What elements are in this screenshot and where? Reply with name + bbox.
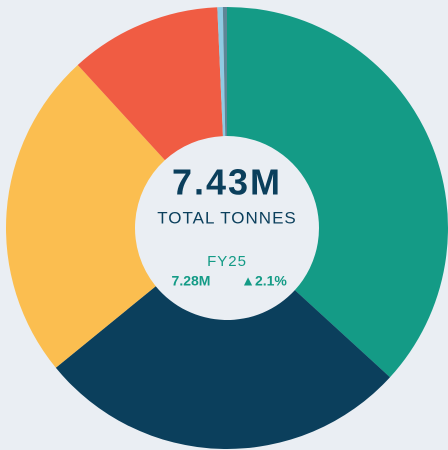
segment — [217, 7, 226, 137]
segment — [6, 65, 165, 368]
donut — [6, 7, 448, 450]
segment — [77, 7, 223, 161]
total-label: TOTAL TONNES — [157, 208, 297, 227]
prior-total: 7.28M — [172, 273, 211, 289]
segment — [55, 286, 390, 450]
segment — [227, 7, 448, 378]
total-value: 7.43M — [172, 162, 282, 203]
prior-label: FY25 — [207, 253, 247, 270]
change: ▲2.1% — [241, 273, 287, 289]
segment — [222, 7, 227, 137]
